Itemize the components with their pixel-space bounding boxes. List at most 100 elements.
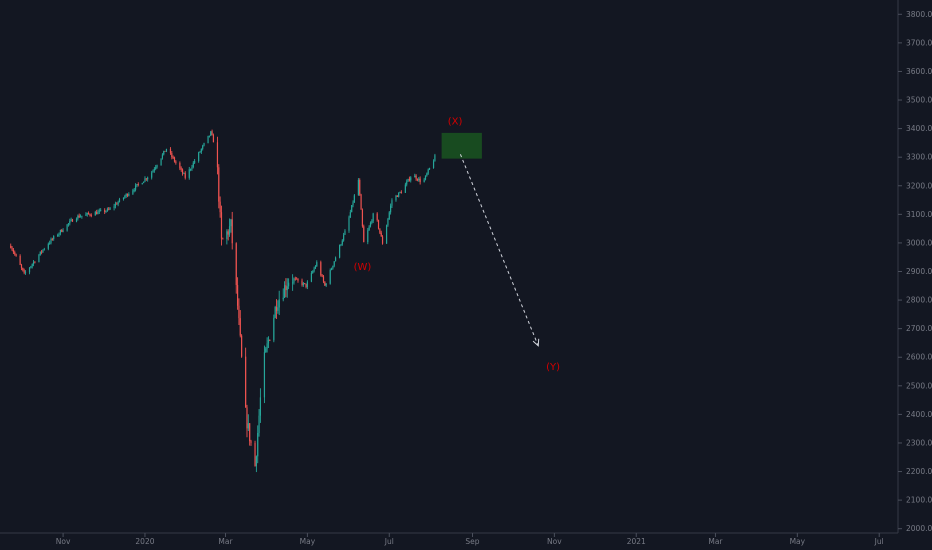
candle-body xyxy=(283,285,286,298)
price-axis-label: 3800.0 xyxy=(906,10,932,19)
candle-body xyxy=(415,175,417,180)
candle-body xyxy=(51,239,53,240)
candle-body xyxy=(66,224,68,231)
candle-body xyxy=(259,397,262,416)
price-axis-label: 3700.0 xyxy=(906,38,932,47)
price-axis-label: 3500.0 xyxy=(906,96,932,105)
candle-body xyxy=(122,197,125,200)
candle-body xyxy=(387,218,389,226)
candle-body xyxy=(78,215,80,218)
candle-body xyxy=(333,261,335,266)
candle-body xyxy=(258,415,260,434)
candle-body xyxy=(367,230,369,243)
candle-body xyxy=(406,181,408,185)
candle-body xyxy=(277,307,279,311)
candle-body xyxy=(388,212,390,219)
candle-body xyxy=(410,177,412,181)
time-axis-label: Sep xyxy=(465,537,479,546)
wave-label: (Y) xyxy=(546,362,560,373)
candle-body xyxy=(181,169,184,174)
candle-body xyxy=(132,190,134,194)
candle-body xyxy=(257,433,259,457)
candle-body xyxy=(20,264,23,268)
candle-body xyxy=(41,251,43,253)
candle-body xyxy=(314,266,317,269)
candle-body xyxy=(434,155,436,162)
price-axis-label: 3400.0 xyxy=(906,124,932,133)
candle-body xyxy=(134,185,137,190)
candle-body xyxy=(22,267,24,271)
candle-body xyxy=(293,278,295,283)
candle-body xyxy=(155,167,157,169)
time-axis-label: Mar xyxy=(708,537,723,546)
candle-body xyxy=(97,211,99,215)
candle-body xyxy=(184,173,186,178)
candle-body xyxy=(203,143,205,146)
candle-body xyxy=(390,205,392,213)
candle-body xyxy=(34,261,36,263)
projection-arrow-head xyxy=(532,338,540,347)
candle-body xyxy=(349,212,351,218)
candle-body xyxy=(222,238,224,240)
time-axis[interactable]: Nov 2020 Mar May Jul Sep Nov 2021 Mar May Jul xyxy=(0,532,898,546)
candle-body xyxy=(236,285,239,306)
candle-body xyxy=(292,282,294,284)
candle-body xyxy=(282,297,284,300)
candle-body xyxy=(399,192,401,193)
projection-arrow-line xyxy=(459,154,539,346)
candle-body xyxy=(39,251,41,255)
candle-body xyxy=(69,220,71,224)
candle-body xyxy=(351,205,353,213)
candle-body xyxy=(79,216,82,218)
candle-body xyxy=(87,213,90,215)
candle-body xyxy=(108,208,110,210)
candle-body xyxy=(246,407,248,429)
candle-body xyxy=(58,233,60,236)
wave-label: (X) xyxy=(448,116,463,127)
candle-body xyxy=(352,202,354,206)
candle-body xyxy=(357,179,359,196)
candle-body xyxy=(286,286,288,291)
candle-body xyxy=(344,230,346,235)
price-axis-label: 2600.0 xyxy=(906,353,932,362)
candle-body xyxy=(28,267,31,273)
candle-body xyxy=(31,264,33,267)
candle-body xyxy=(38,254,40,263)
candle-body xyxy=(23,270,25,273)
candle-body xyxy=(376,213,378,221)
candle-body xyxy=(62,230,64,232)
candle-body xyxy=(313,268,315,272)
candle-body xyxy=(200,148,202,152)
candle-body xyxy=(199,151,201,153)
candle-body xyxy=(230,219,232,227)
candle-body xyxy=(239,318,241,336)
price-axis-label: 3300.0 xyxy=(906,153,932,162)
candle-body xyxy=(238,305,240,319)
price-axis-label: 2300.0 xyxy=(906,438,932,447)
candle-body xyxy=(287,282,290,287)
price-axis[interactable]: 3800.0 3700.0 3600.0 3500.0 3400.0 3300.0 3200… xyxy=(897,0,932,533)
candle-body xyxy=(85,214,87,216)
candle-body xyxy=(145,178,147,180)
candle-body xyxy=(423,179,425,183)
candle-body xyxy=(216,142,219,168)
candle-body xyxy=(265,348,267,353)
wave-label: (W) xyxy=(354,262,372,273)
candle-body xyxy=(407,178,409,182)
candle-body xyxy=(325,283,327,286)
candle-body xyxy=(267,339,270,344)
candle-body xyxy=(381,236,384,244)
candle-body xyxy=(379,228,381,233)
candle-body xyxy=(371,221,373,223)
price-axis-label: 3100.0 xyxy=(906,210,932,219)
candle-body xyxy=(126,194,129,196)
target-zone xyxy=(441,132,482,159)
candle-body xyxy=(161,154,164,159)
candle-body xyxy=(428,167,431,170)
candle-body xyxy=(171,153,173,158)
candle-body xyxy=(179,162,181,169)
price-axis-label: 2900.0 xyxy=(906,267,932,276)
candle-body xyxy=(339,245,341,258)
